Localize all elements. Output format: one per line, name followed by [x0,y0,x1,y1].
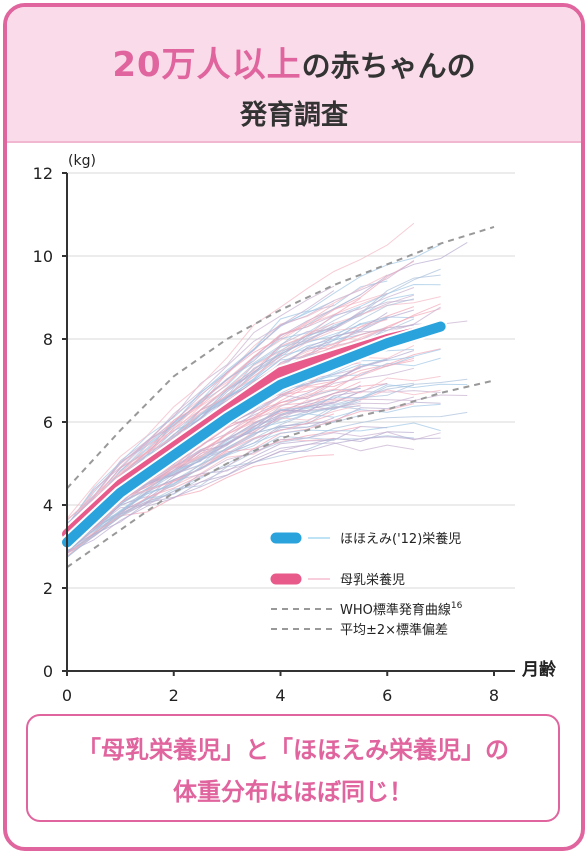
y-axis-unit: (kg) [68,153,96,169]
individual-growth-line [66,296,441,520]
x-tick-label: 6 [382,686,392,702]
x-tick-label: 8 [489,686,499,702]
x-tick-label: 2 [169,686,179,702]
individual-growth-line [66,285,335,525]
individual-growth-line [66,319,388,521]
individual-growth-line [66,259,415,521]
x-tick-label: 0 [62,686,72,702]
individual-growth-line [66,222,415,519]
legend-label: 母乳栄養児 [340,572,405,588]
individual-growth-line [66,287,415,526]
individual-growth-line [66,300,335,526]
individual-growth-line [66,437,334,546]
individual-growth-line [66,383,468,548]
y-tick-label: 12 [33,164,53,183]
individual-growth-line [66,411,468,558]
card-header: 20万人以上の赤ちゃんの 発育調査 [7,7,581,143]
conclusion-line-1: 「母乳栄養児」と「ほほえみ栄養児」の [77,736,509,764]
y-tick-label: 2 [43,579,53,598]
individual-growth-line [66,422,441,546]
page-title: 20万人以上の赤ちゃんの [7,37,581,86]
y-tick-label: 10 [33,247,53,266]
formula-mean-line [62,321,446,548]
legend-label: WHO標準発育曲線16 [340,601,463,618]
y-tick-label: 8 [43,330,53,349]
page-subtitle: 発育調査 [240,100,348,131]
title-highlight: 20万人以上 [112,45,302,85]
legend-label: ほほえみ('12)栄養児 [340,531,461,547]
y-tick-label: 4 [43,496,53,515]
who-curve-line [66,225,495,490]
legend-footnote: 16 [451,601,463,611]
y-tick-label: 0 [43,662,53,681]
conclusion-box: 「母乳栄養児」と「ほほえみ栄養児」の 体重分布はほぼ同じ！ [26,714,560,822]
x-tick-label: 4 [275,686,285,702]
individual-growth-line [66,431,414,554]
individual-growth-line [66,290,335,525]
individual-growth-line [66,431,441,540]
legend-label: 平均±2×標準偏差 [340,622,448,638]
individual-growth-line [66,396,415,546]
x-axis-label: 月齢 [521,659,557,680]
individual-growth-line [66,375,441,549]
title-rest: の赤ちゃんの [301,49,476,83]
y-tick-label: 6 [43,413,53,432]
conclusion-line-2: 体重分布はほぼ同じ！ [173,778,413,806]
who-curve-line [66,379,495,569]
individual-growth-line [66,436,441,549]
individual-growth-line [66,294,361,532]
individual-growth-line [66,435,414,551]
